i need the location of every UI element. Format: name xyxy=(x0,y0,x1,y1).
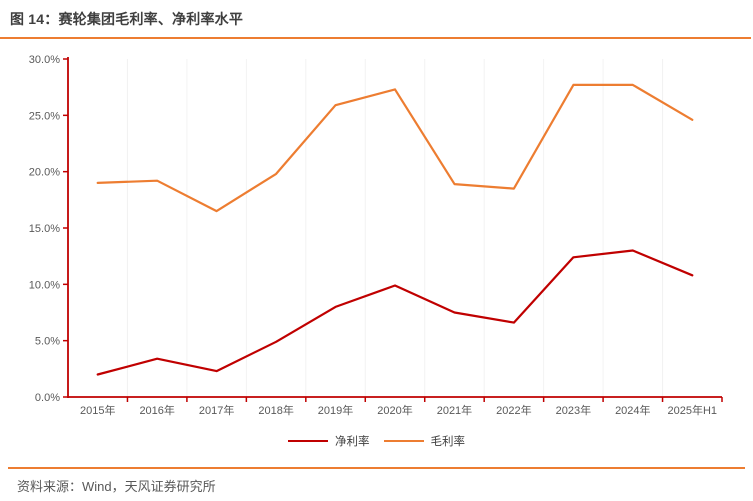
x-axis-label: 2021年 xyxy=(437,403,472,417)
y-axis-label: 5.0% xyxy=(35,336,60,348)
x-axis-label: 2015年 xyxy=(80,403,115,417)
title-divider xyxy=(0,37,751,39)
y-axis-label: 20.0% xyxy=(29,167,60,179)
legend-label: 净利率 xyxy=(335,436,370,448)
x-axis-label: 2017年 xyxy=(199,403,234,417)
y-axis-label: 0.0% xyxy=(35,392,60,404)
y-axis-label: 30.0% xyxy=(29,54,60,66)
x-axis-label: 2016年 xyxy=(139,403,174,417)
source-note: 资料来源：Wind，天风证券研究所 xyxy=(17,479,216,494)
legend-item-net-margin: 净利率 xyxy=(288,433,370,449)
legend-swatch-net-margin xyxy=(288,439,328,443)
x-axis-label: 2023年 xyxy=(556,403,591,417)
chart-legend: 净利率 毛利率 xyxy=(0,433,753,449)
x-axis-label: 2020年 xyxy=(377,403,412,417)
legend-swatch-gross-margin xyxy=(383,439,424,443)
legend-label: 毛利率 xyxy=(430,436,466,448)
x-axis-label: 2022年 xyxy=(496,403,531,417)
series-line-gross-margin xyxy=(96,83,694,213)
series-line-net-margin xyxy=(96,249,694,376)
x-axis-label: 2019年 xyxy=(318,403,353,417)
footer-divider xyxy=(8,467,745,469)
y-axis-label: 25.0% xyxy=(29,110,60,122)
x-axis-label: 2024年 xyxy=(615,403,650,417)
x-axis-label: 2018年 xyxy=(258,403,293,417)
x-axis-label: 2025年H1 xyxy=(667,403,717,417)
legend-item-gross-margin: 毛利率 xyxy=(383,433,466,449)
y-axis-label: 10.0% xyxy=(29,279,60,291)
figure-title: 图 14：赛轮集团毛利率、净利率水平 xyxy=(10,11,244,27)
y-axis-label: 15.0% xyxy=(29,223,60,235)
